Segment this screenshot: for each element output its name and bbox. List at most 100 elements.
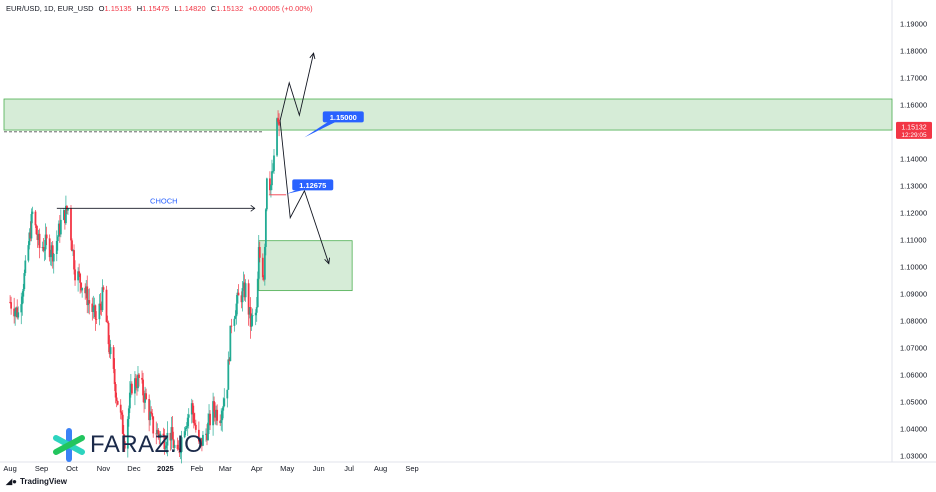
candle-body <box>152 416 155 434</box>
candle-body <box>157 429 160 434</box>
candle-body <box>179 451 182 454</box>
y-tick-label: 1.16000 <box>900 100 927 109</box>
candle-body <box>242 282 245 289</box>
candle-body <box>269 178 271 191</box>
price-label-1-15000-bg <box>322 111 364 123</box>
candle-body <box>171 427 174 440</box>
candle-body <box>198 440 201 442</box>
candle-body <box>27 245 30 261</box>
candle-body <box>202 434 204 446</box>
candle-body <box>105 289 108 322</box>
candle-body <box>194 424 197 430</box>
low-value: 1.14820 <box>178 4 206 13</box>
symbol-name: EUR/USD, 1D, EUR_USD <box>6 4 94 13</box>
candle-body <box>93 305 96 307</box>
choch-label: CHOCH <box>150 196 178 205</box>
candle-body <box>200 438 202 441</box>
candle-body <box>143 395 145 403</box>
candle-body <box>162 433 165 435</box>
candle-body <box>29 232 32 239</box>
candle-body <box>241 288 244 303</box>
candle-body <box>30 214 33 239</box>
x-tick-label: Feb <box>190 464 203 473</box>
candle-body <box>122 433 125 442</box>
candle-body <box>28 232 31 246</box>
candle-body <box>149 411 152 421</box>
candle-body <box>48 238 51 258</box>
candle-body <box>84 287 87 294</box>
candle-body <box>112 347 115 369</box>
candle-body <box>31 211 34 215</box>
candle-body <box>197 429 200 442</box>
y-tick-label: 1.10000 <box>900 262 927 271</box>
candle-body <box>177 448 180 450</box>
candle-body <box>70 208 72 241</box>
close-label: C <box>210 4 217 13</box>
candle-body <box>35 225 38 235</box>
y-tick-label: 1.07000 <box>900 343 927 352</box>
candle-body <box>15 307 18 312</box>
candle-body <box>85 286 88 294</box>
y-tick-label: 1.14000 <box>900 154 927 163</box>
candle-body <box>270 185 272 191</box>
open-label: O <box>98 4 105 13</box>
candle-body <box>9 301 11 303</box>
candle-body <box>65 205 67 224</box>
candle-body <box>130 383 133 394</box>
candle-body <box>170 427 173 441</box>
choch-arrowhead <box>250 204 256 212</box>
x-tick-label: Oct <box>66 464 79 473</box>
candle-body <box>273 155 275 171</box>
candle-body <box>220 420 223 424</box>
y-tick-label: 1.19000 <box>900 19 927 28</box>
candle-body <box>102 287 105 290</box>
candle-body <box>81 287 84 291</box>
candle-body <box>236 292 239 304</box>
candle-body <box>23 273 26 290</box>
candle-body <box>142 379 144 396</box>
candle-body <box>44 234 47 250</box>
candle-body <box>185 426 188 428</box>
candle-body <box>257 247 260 279</box>
tradingview-icon: ◢● <box>6 477 17 486</box>
candle-body <box>50 245 53 255</box>
candle-body <box>208 413 210 423</box>
candle-body <box>42 247 45 251</box>
candle-body <box>271 171 273 186</box>
candle-body <box>209 413 211 426</box>
candle-body <box>244 283 247 298</box>
candle-body <box>73 250 75 270</box>
candle-body <box>172 439 175 448</box>
candle-body <box>141 377 143 380</box>
candle-body <box>115 397 118 401</box>
candle-body <box>120 412 123 415</box>
candle-body <box>58 223 61 235</box>
candle-body <box>107 322 110 345</box>
candle-body <box>109 347 112 355</box>
candle-body <box>221 410 224 421</box>
supply-zone <box>3 98 893 131</box>
candle-body <box>98 303 101 320</box>
logo-text: FARAZ.IO <box>90 431 204 458</box>
x-tick-label: Nov <box>97 464 111 473</box>
candle-body <box>88 300 91 304</box>
candle-body <box>164 448 167 450</box>
candle-body <box>74 269 76 281</box>
x-tick-label: 2025 <box>157 464 174 473</box>
candle-body <box>21 296 24 305</box>
candle-body <box>184 427 187 432</box>
candle-body <box>116 400 119 405</box>
candle-body <box>191 403 194 414</box>
candle-body <box>148 399 151 421</box>
x-tick-label: Aug <box>374 464 387 473</box>
y-tick-label: 1.05000 <box>900 397 927 406</box>
x-tick-label: Apr <box>251 464 263 473</box>
candle-body <box>222 406 225 411</box>
tradingview-footer[interactable]: ◢● TradingView <box>6 477 67 486</box>
candle-body <box>156 429 159 435</box>
candle-body <box>62 210 65 220</box>
candle-body <box>144 393 146 403</box>
candle-body <box>276 118 278 156</box>
open-value: 1.15135 <box>104 4 132 13</box>
